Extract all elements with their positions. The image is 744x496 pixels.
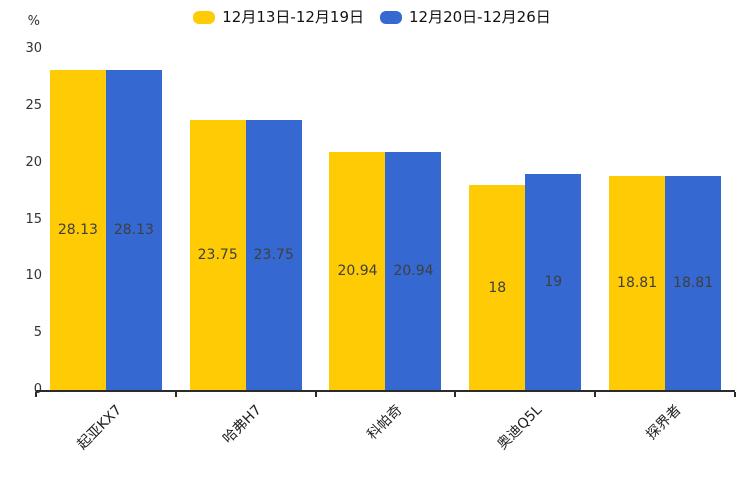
chart-legend: 12月13日-12月19日 12月20日-12月26日 <box>0 8 744 26</box>
x-category-label: 奥迪Q5L <box>494 402 545 453</box>
y-axis-unit-label: % <box>27 14 40 29</box>
bar: 20.94 <box>385 151 442 390</box>
x-axis-tick-mark <box>174 392 177 397</box>
y-tick-label: 25 <box>25 97 42 113</box>
bar: 23.75 <box>189 120 246 390</box>
y-tick-label: 5 <box>33 325 42 341</box>
x-category-label: 探界者 <box>643 402 685 444</box>
x-axis-tick-mark <box>594 392 597 397</box>
x-category-label: 起亚KX7 <box>74 402 126 453</box>
legend-swatch-week1-icon <box>193 10 216 24</box>
bar: 19 <box>525 174 582 390</box>
bar-value-label: 18 <box>488 279 507 296</box>
category-group: 20.94 20.94 科帕奇 <box>316 49 456 443</box>
bar-value-label: 28.13 <box>113 222 154 239</box>
category-group: 23.75 23.75 哈弗H7 <box>176 49 316 447</box>
x-category-label: 哈弗H7 <box>220 402 266 447</box>
x-axis-tick-mark <box>314 392 317 397</box>
y-tick-label: 30 <box>25 41 42 56</box>
bar: 23.75 <box>245 120 302 390</box>
bar: 20.94 <box>329 151 386 390</box>
bar-value-label: 23.75 <box>197 247 238 264</box>
bar-value-label: 28.13 <box>57 222 98 239</box>
category-group: 18 19 奥迪Q5L <box>455 49 595 453</box>
legend-item-week1[interactable]: 12月13日-12月19日 <box>193 8 364 26</box>
bar-value-label: 20.94 <box>393 262 434 279</box>
category-group: 28.13 28.13 起亚KX7 <box>36 49 176 453</box>
y-tick-label: 15 <box>25 211 42 227</box>
x-axis-tick-mark <box>454 392 457 397</box>
y-tick-label: 10 <box>25 268 42 284</box>
bar: 18.81 <box>665 176 722 390</box>
x-axis-tick-mark <box>35 392 37 397</box>
bar-value-label: 20.94 <box>337 262 378 279</box>
legend-label-week2: 12月20日-12月26日 <box>409 8 551 26</box>
y-tick-label: 0 <box>33 382 42 397</box>
bar-value-label: 23.75 <box>253 247 294 264</box>
bar: 28.13 <box>49 70 106 390</box>
bar: 28.13 <box>105 70 162 390</box>
legend-swatch-week2-icon <box>380 10 402 24</box>
legend-item-week2[interactable]: 12月20日-12月26日 <box>380 8 551 26</box>
plot-area: 28.13 28.13 起亚KX7 23.75 23.75 哈弗H7 20.94 20.94 科… <box>35 49 736 453</box>
bar: 18.81 <box>609 176 666 390</box>
x-category-label: 科帕奇 <box>363 402 405 444</box>
bar-value-label: 18.81 <box>673 275 714 292</box>
bar-value-label: 19 <box>544 274 563 291</box>
x-axis-tick-mark <box>734 392 736 397</box>
category-group: 18.81 18.81 探界者 <box>595 49 735 443</box>
bar: 18 <box>469 185 526 390</box>
legend-label-week1: 12月13日-12月19日 <box>222 8 364 26</box>
y-tick-label: 20 <box>25 154 42 170</box>
bar-value-label: 18.81 <box>617 275 658 292</box>
